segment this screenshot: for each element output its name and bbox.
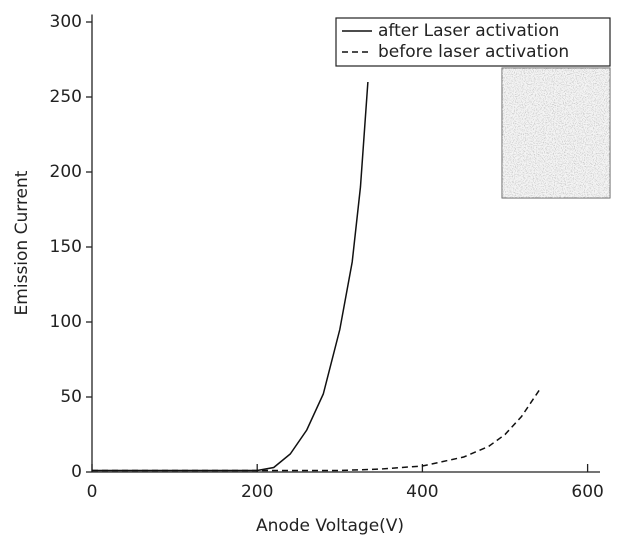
y-tick-label: 0 — [71, 462, 82, 482]
x-axis-label: Anode Voltage(V) — [256, 516, 404, 536]
x-tick-label: 400 — [406, 482, 438, 502]
y-axis-label: Emission Current — [12, 170, 32, 315]
y-tick-label: 200 — [50, 162, 82, 182]
legend-label: after Laser activation — [378, 21, 559, 41]
y-tick-label: 150 — [50, 237, 82, 257]
inset-image-texture — [502, 68, 610, 198]
y-tick-label: 100 — [50, 312, 82, 332]
x-tick-label: 600 — [571, 482, 603, 502]
x-tick-label: 200 — [241, 482, 273, 502]
series-line — [92, 81, 369, 472]
y-tick-label: 250 — [50, 87, 82, 107]
y-tick-label: 50 — [60, 387, 82, 407]
legend-label: before laser activation — [378, 42, 569, 62]
series-line — [92, 389, 541, 472]
legend-box — [335, 17, 611, 67]
x-tick-label: 0 — [87, 482, 98, 502]
y-tick-label: 300 — [50, 12, 82, 32]
